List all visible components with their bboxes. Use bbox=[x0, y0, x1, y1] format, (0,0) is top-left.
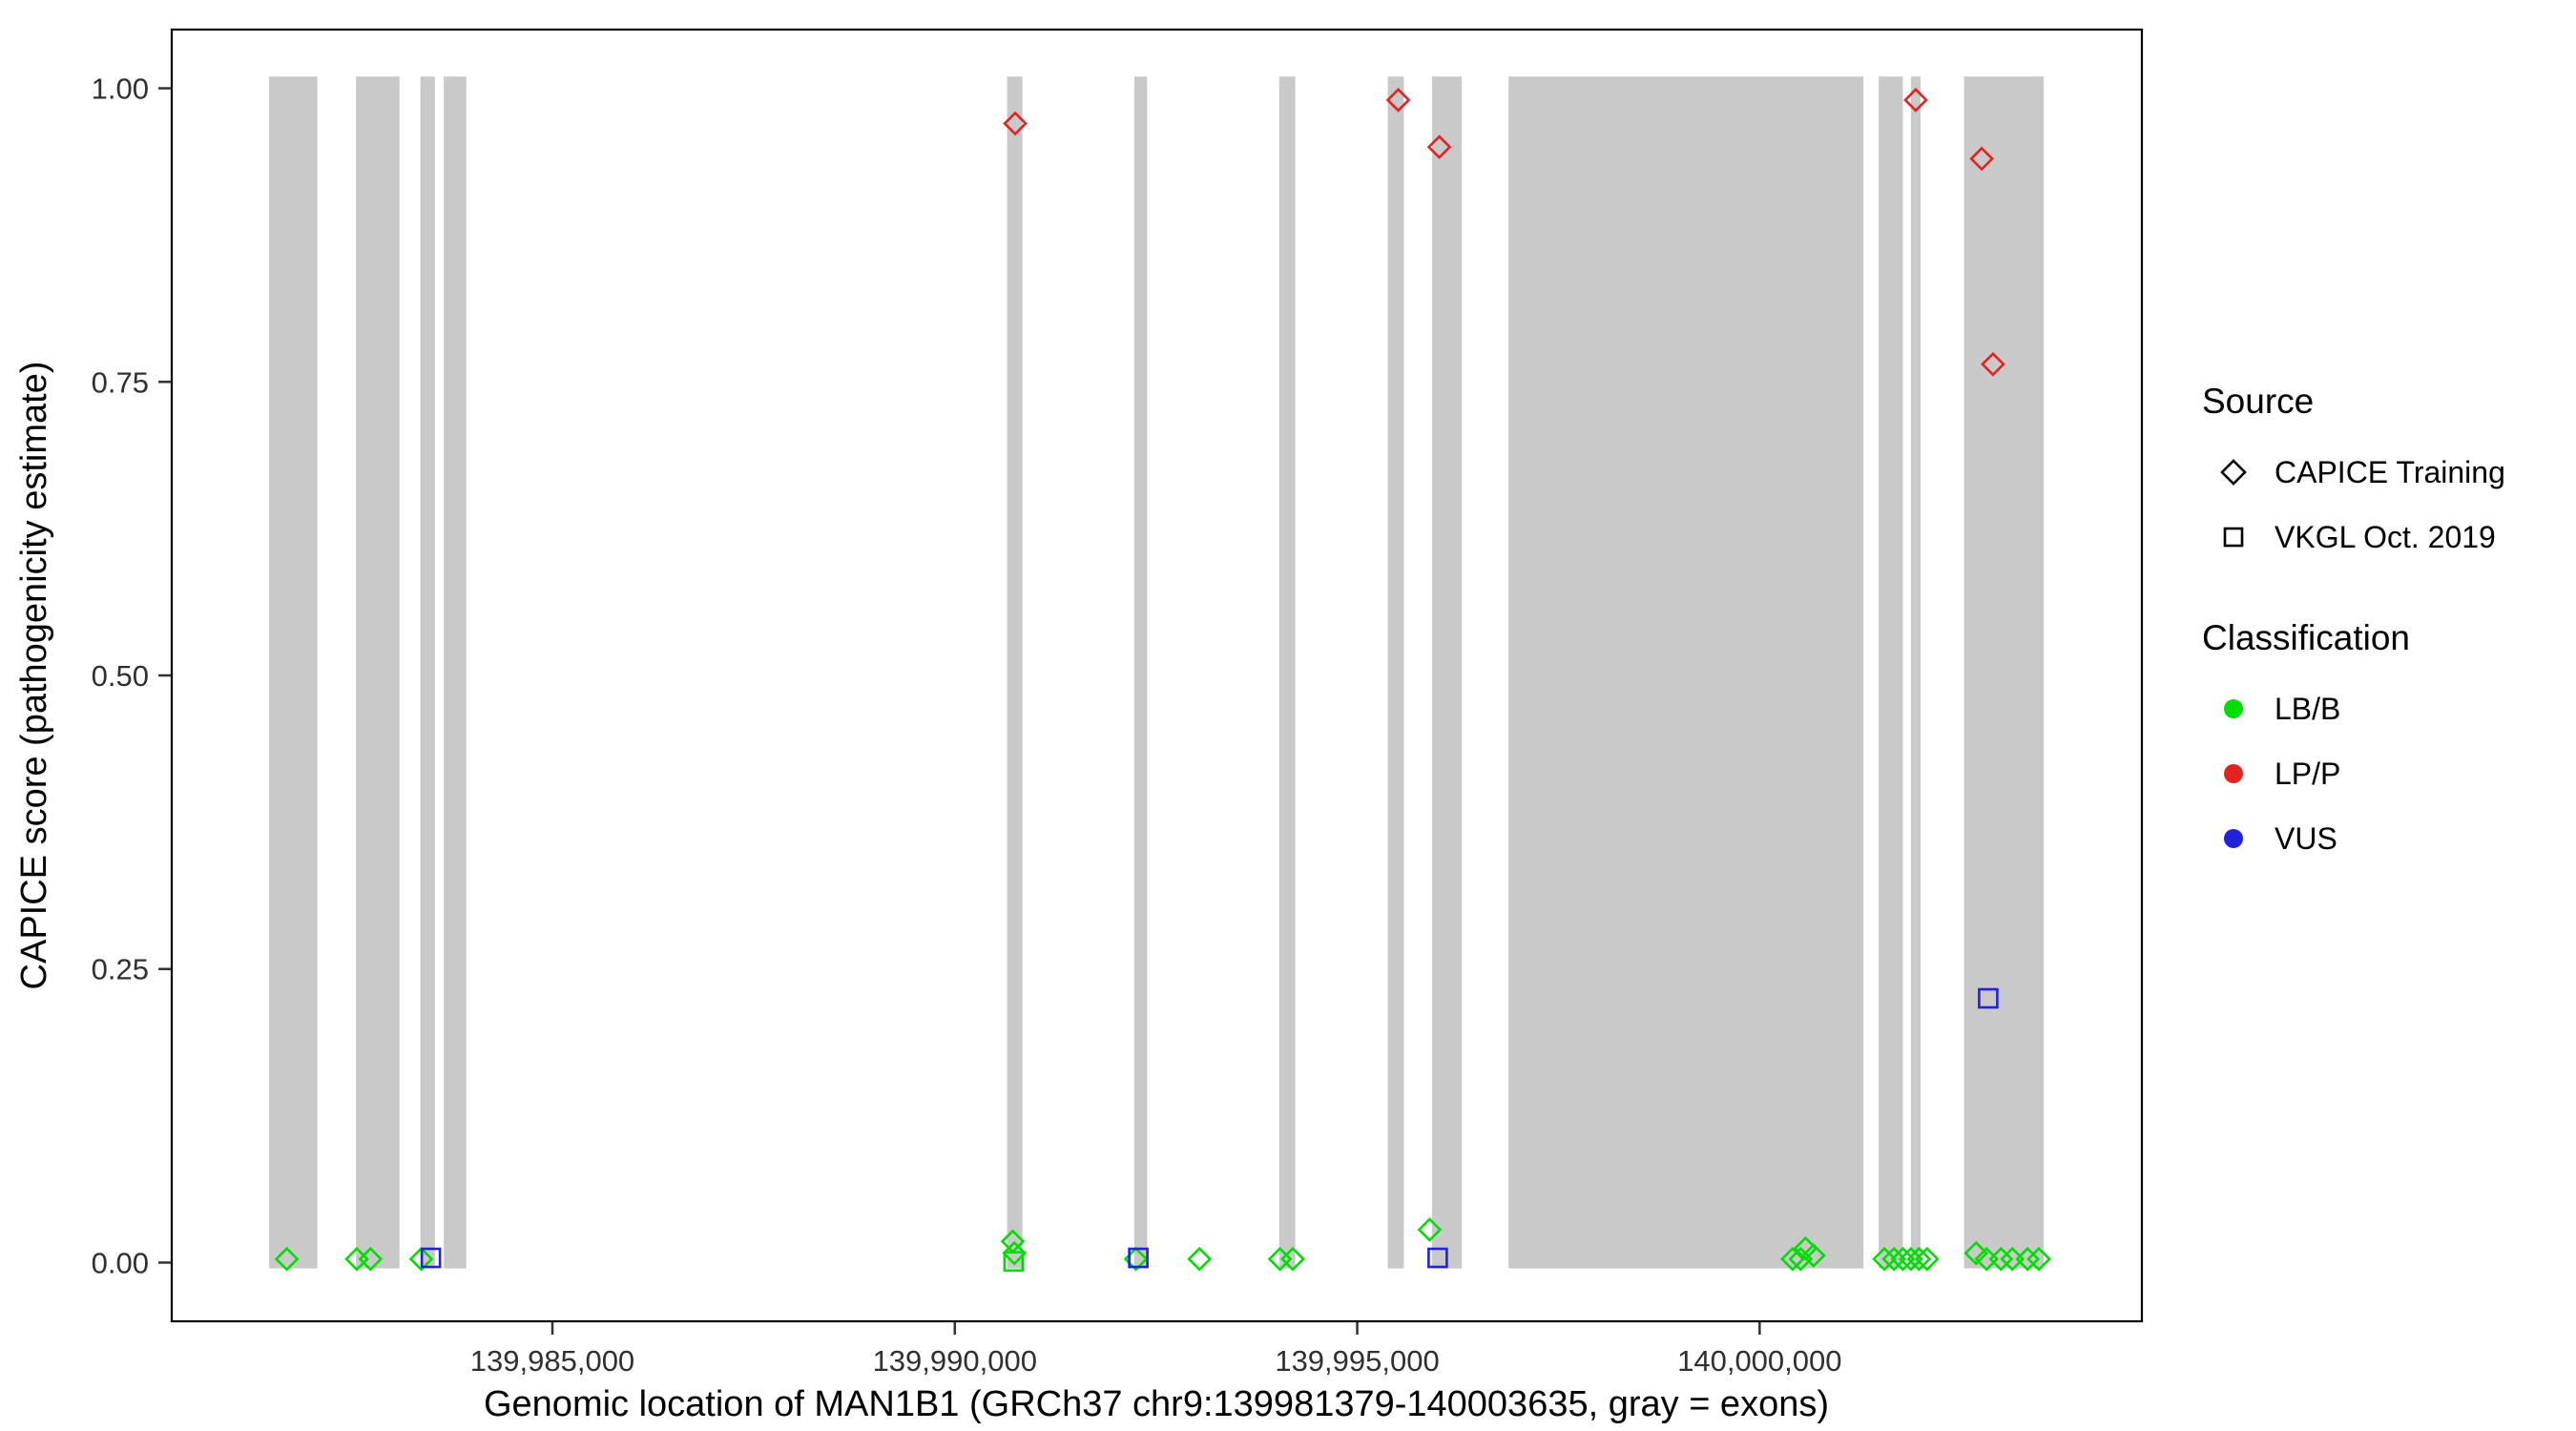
data-point-diamond bbox=[1003, 111, 1028, 136]
legend-item-lbb: LB/B bbox=[2202, 691, 2505, 727]
exon-band bbox=[1879, 76, 1903, 1269]
exon-bands-layer bbox=[269, 76, 2045, 1269]
data-point-diamond bbox=[1914, 1246, 1940, 1272]
data-point-square bbox=[1003, 1251, 1025, 1273]
data-point-diamond bbox=[1426, 135, 1452, 159]
exon-band bbox=[1508, 76, 1864, 1269]
panel-border bbox=[170, 28, 2144, 1323]
data-point-diamond bbox=[274, 1246, 300, 1272]
exon-band bbox=[1387, 76, 1404, 1269]
exon-band bbox=[269, 76, 318, 1269]
red-dot-icon bbox=[2224, 764, 2243, 783]
green-dot-icon bbox=[2224, 699, 2243, 718]
data-point-diamond bbox=[1890, 1246, 1916, 1272]
data-point-diamond bbox=[1981, 351, 2005, 377]
legend-item-vkgl: VKGL Oct. 2019 bbox=[2202, 519, 2505, 555]
exon-band bbox=[1963, 76, 2045, 1269]
legend-item-capice-training: CAPICE Training bbox=[2202, 454, 2505, 490]
data-point-diamond bbox=[1872, 1246, 1897, 1272]
blue-dot-icon bbox=[2224, 829, 2243, 848]
legend-item-label: VKGL Oct. 2019 bbox=[2275, 519, 2496, 554]
y-tick-label: 0.75 bbox=[92, 365, 149, 399]
legend-item-vus: VUS bbox=[2202, 820, 2505, 857]
data-point-diamond bbox=[2015, 1246, 2041, 1272]
data-point-diamond bbox=[358, 1246, 384, 1272]
data-point-diamond bbox=[1780, 1246, 1805, 1272]
legend-item-label: LB/B bbox=[2275, 691, 2341, 726]
legend-item-lpp: LP/P bbox=[2202, 756, 2505, 792]
y-axis-title: CAPICE score (pathogenicity estimate) bbox=[14, 362, 54, 990]
exon-band bbox=[1278, 76, 1296, 1269]
data-point-diamond bbox=[2026, 1246, 2051, 1272]
exon-band bbox=[1133, 76, 1148, 1269]
exon-band bbox=[1007, 76, 1023, 1269]
axes-layer: 139,985,000 139,990,000 139,995,000 140,000… bbox=[92, 73, 1842, 1378]
exon-band bbox=[420, 76, 435, 1269]
exon-band bbox=[356, 76, 400, 1269]
x-tick-label: 140,000,000 bbox=[1677, 1344, 1841, 1378]
data-point-diamond bbox=[1903, 88, 1928, 113]
diamond-icon bbox=[2220, 459, 2247, 486]
data-point-diamond bbox=[1385, 88, 1411, 113]
data-point-diamond bbox=[1800, 1243, 1826, 1268]
data-point-square bbox=[1128, 1247, 1149, 1269]
legend-item-label: CAPICE Training bbox=[2275, 454, 2505, 489]
data-point-diamond bbox=[1881, 1246, 1907, 1272]
data-point-diamond bbox=[408, 1246, 434, 1272]
x-tick-label: 139,985,000 bbox=[470, 1344, 634, 1378]
exon-band bbox=[1431, 76, 1463, 1269]
data-point-diamond bbox=[1417, 1217, 1443, 1242]
exon-band bbox=[1910, 76, 1922, 1269]
data-point-diamond bbox=[1988, 1246, 2014, 1272]
exon-band bbox=[444, 76, 467, 1269]
y-tick-label: 1.00 bbox=[92, 73, 149, 106]
data-point-diamond bbox=[1906, 1246, 1932, 1272]
legend-classification-title: Classification bbox=[2202, 618, 2410, 657]
legend-item-label: LP/P bbox=[2275, 756, 2341, 791]
data-point-diamond bbox=[1969, 146, 1994, 172]
legend: Source CAPICE Training VKGL Oct. 2019 Cl… bbox=[2202, 382, 2505, 885]
legend-source-title: Source bbox=[2202, 382, 2315, 421]
data-point-diamond bbox=[1002, 1240, 1028, 1266]
data-point-square bbox=[420, 1247, 442, 1269]
y-tick-label: 0.50 bbox=[92, 659, 149, 693]
legend-item-label: VUS bbox=[2275, 820, 2337, 856]
x-tick-label: 139,995,000 bbox=[1275, 1344, 1439, 1378]
data-point-diamond bbox=[1280, 1246, 1305, 1272]
x-axis-title: Genomic location of MAN1B1 (GRCh37 chr9:… bbox=[484, 1384, 1829, 1424]
y-tick-label: 0.00 bbox=[92, 1246, 149, 1279]
data-point-diamond bbox=[1963, 1240, 1989, 1266]
data-point-square bbox=[1978, 987, 1999, 1009]
data-point-diamond bbox=[1899, 1246, 1923, 1272]
data-point-square bbox=[1427, 1247, 1448, 1269]
data-points-layer bbox=[274, 88, 2051, 1273]
square-icon bbox=[2223, 527, 2244, 548]
x-tick-label: 139,990,000 bbox=[873, 1344, 1037, 1378]
y-tick-label: 0.25 bbox=[92, 953, 149, 986]
data-point-diamond bbox=[1187, 1246, 1213, 1272]
